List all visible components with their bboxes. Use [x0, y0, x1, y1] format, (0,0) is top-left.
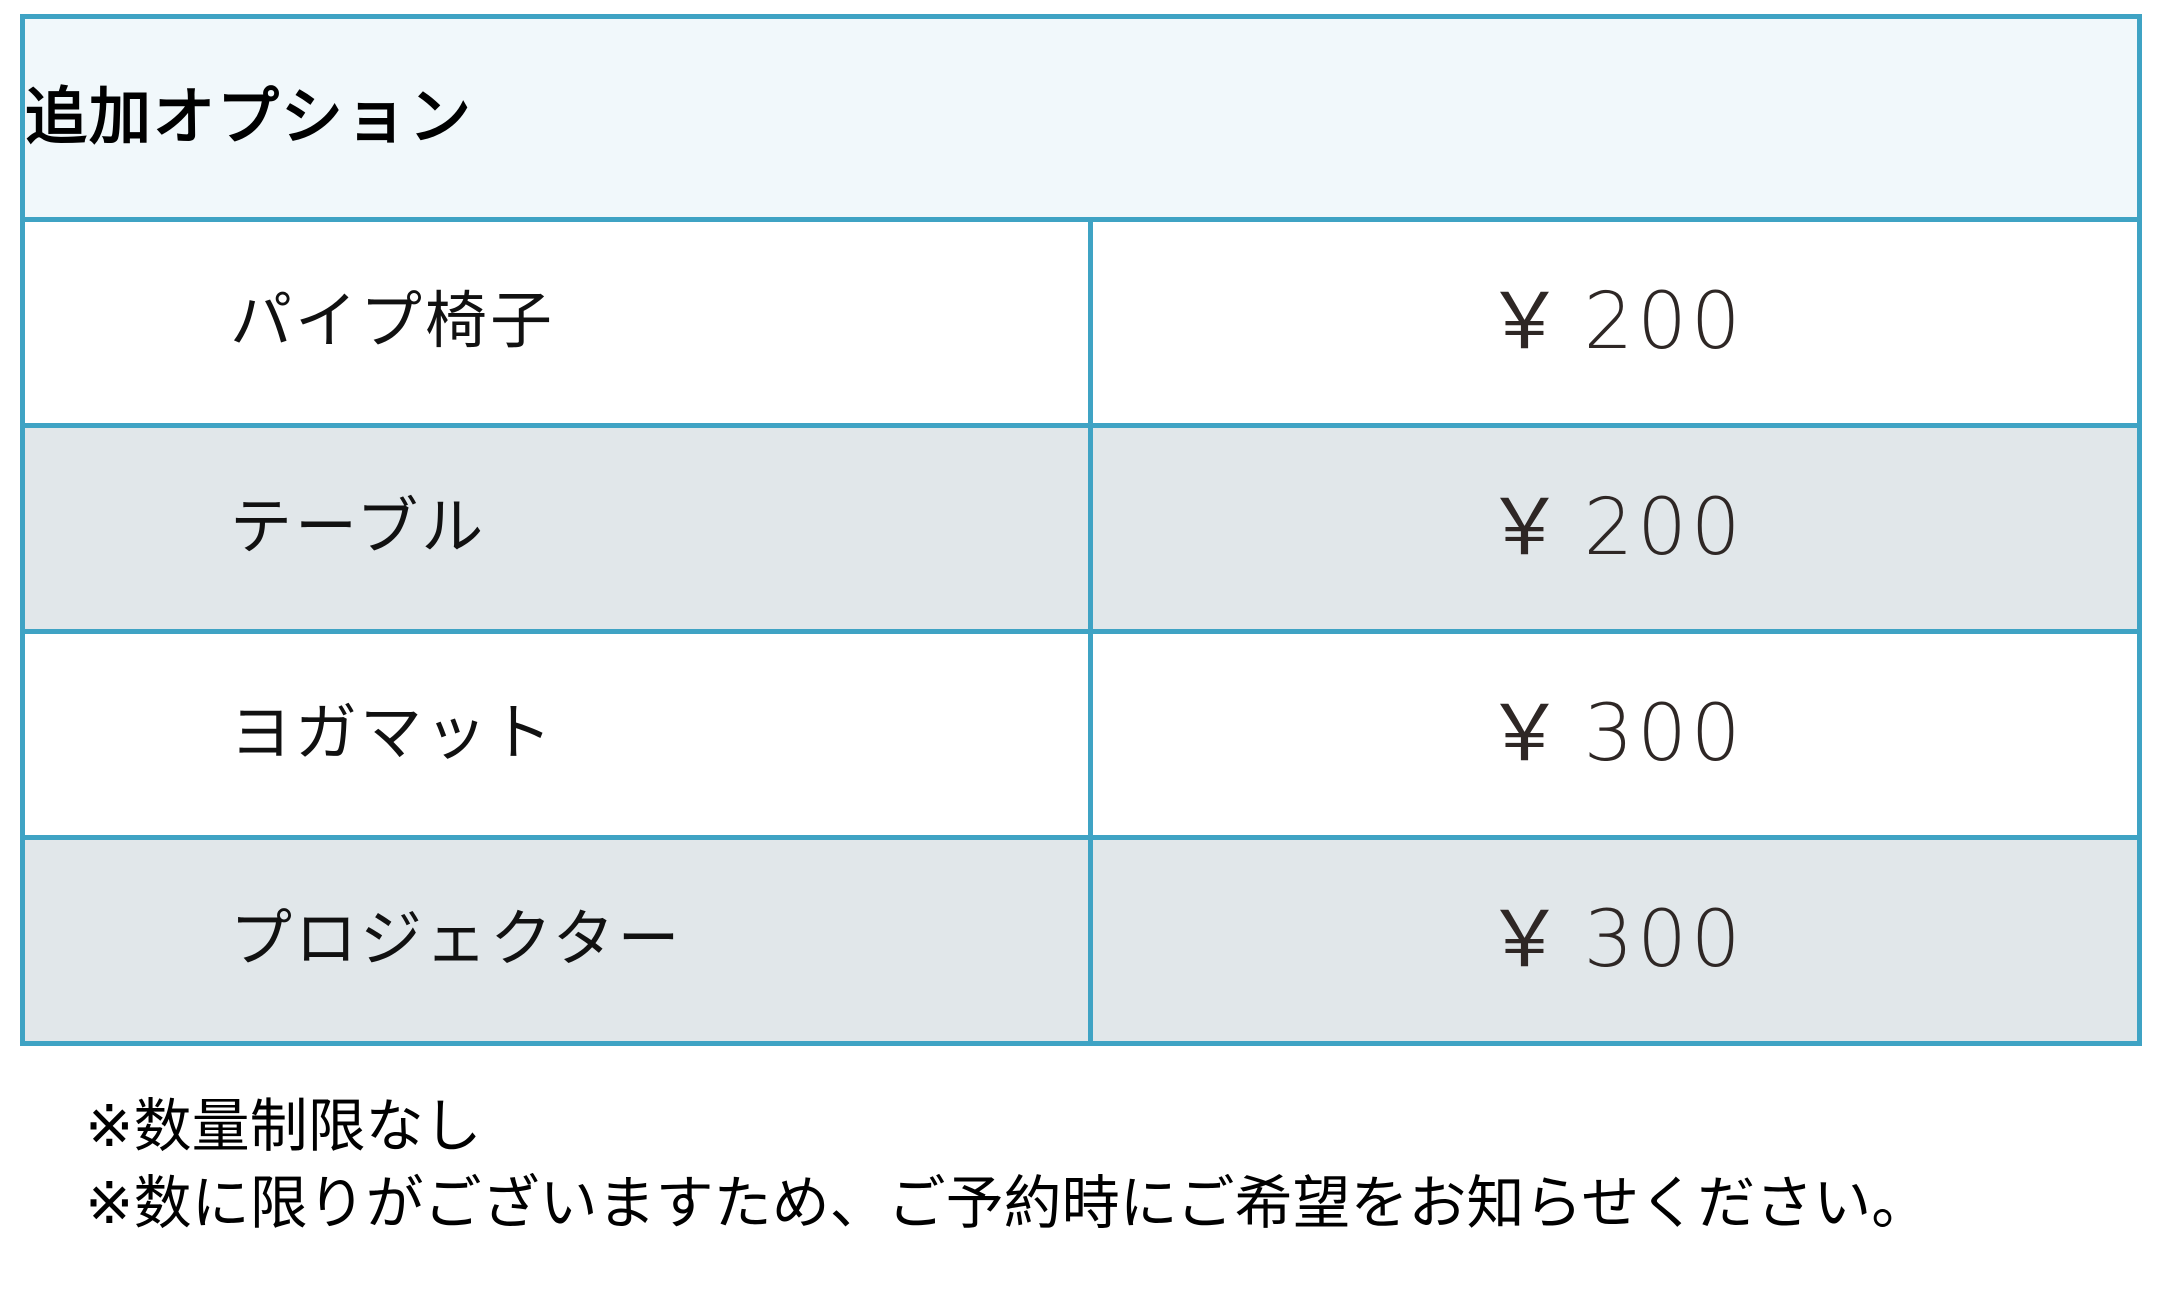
- footnote-quantity-unlimited: ※数量制限なし: [85, 1094, 482, 1159]
- option-price-value: 200: [1583, 482, 1745, 573]
- option-name-cell: プロジェクター: [20, 835, 1093, 1046]
- yen-symbol-icon: ￥: [1485, 482, 1568, 573]
- option-price-cell: ￥ 300: [1087, 835, 2143, 1046]
- option-price-value: 200: [1583, 276, 1745, 367]
- table-body: パイプ椅子 ￥ 200 テーブル ￥ 200 ヨガマット ￥ 300 プロジェクター …: [20, 217, 2143, 1046]
- table-row: テーブル ￥ 200: [20, 423, 2143, 634]
- option-price-value: 300: [1583, 894, 1745, 985]
- yen-symbol-icon: ￥: [1485, 688, 1568, 779]
- table-title: 追加オプション: [19, 14, 2143, 222]
- option-price-cell: ￥ 300: [1087, 629, 2143, 840]
- table-head: 追加オプション: [19, 14, 2143, 222]
- option-name-cell: テーブル: [20, 423, 1093, 634]
- footnote-limited-stock: ※数に限りがございますため、ご予約時にご希望をお知らせください。: [85, 1171, 1930, 1237]
- option-name-cell: パイプ椅子: [20, 217, 1093, 428]
- footnotes: ※数量制限なし ※数に限りがございますため、ご予約時にご希望をお知らせください。: [85, 1088, 2125, 1242]
- yen-symbol-icon: ￥: [1485, 276, 1568, 367]
- table-row: パイプ椅子 ￥ 200: [20, 217, 2143, 428]
- table-header-row: 追加オプション: [19, 14, 2143, 222]
- option-price-cell: ￥ 200: [1087, 217, 2143, 428]
- table-row: プロジェクター ￥ 300: [20, 835, 2143, 1046]
- additional-options-table: 追加オプション パイプ椅子 ￥ 200 テーブル ￥ 200 ヨガマット ￥ 300 …: [19, 14, 2143, 1046]
- option-price-cell: ￥ 200: [1087, 423, 2143, 634]
- yen-symbol-icon: ￥: [1485, 894, 1568, 985]
- table-row: ヨガマット ￥ 300: [20, 629, 2143, 840]
- option-name-cell: ヨガマット: [20, 629, 1093, 840]
- option-price-value: 300: [1583, 688, 1745, 779]
